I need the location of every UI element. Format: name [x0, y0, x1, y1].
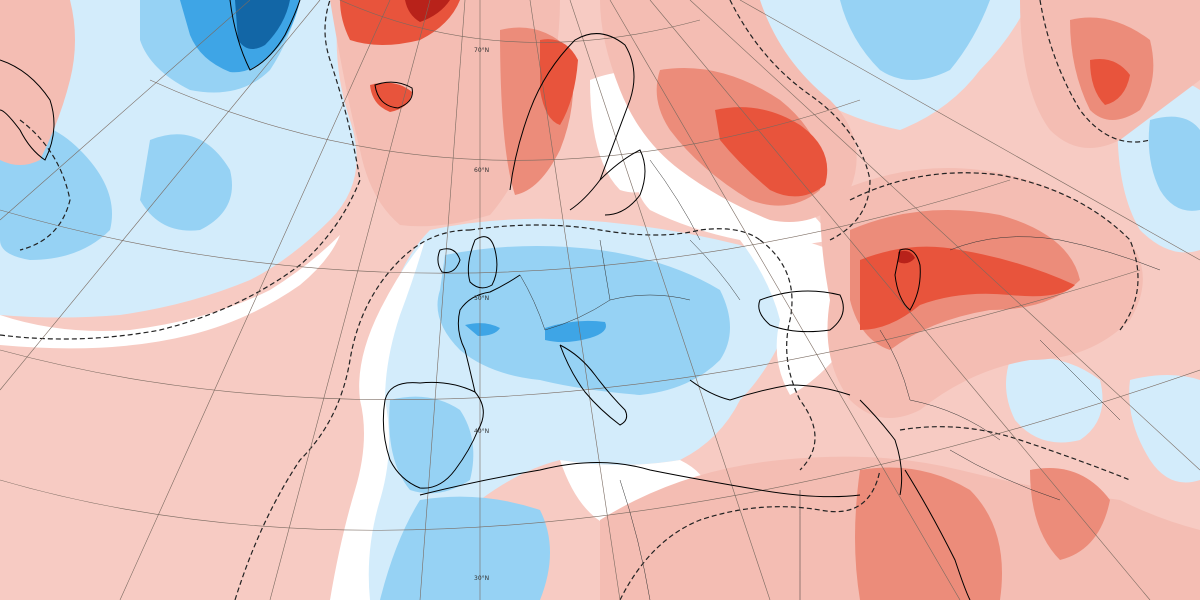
warm-area-arabia-medium — [1030, 468, 1110, 560]
cool-area-atlantic-medium-2 — [140, 134, 232, 231]
coast-iberia — [382, 381, 484, 489]
cool-area-greenland-extreme — [235, 0, 290, 49]
border-germany-poland — [599, 239, 611, 301]
parallel-30n — [0, 369, 1200, 531]
country-borders — [519, 159, 1161, 600]
meridian-e40 — [649, 0, 1151, 600]
contour-north-africa-east — [899, 426, 1131, 481]
meridian-w30 — [119, 0, 391, 600]
border-kazakhstan — [949, 236, 1161, 271]
meridian-e10 — [529, 0, 621, 600]
coast-north-africa — [419, 462, 861, 498]
coast-italy — [559, 344, 628, 426]
coast-black-sea — [758, 290, 844, 333]
border-central-europe — [544, 294, 691, 331]
border-russia-west — [649, 159, 701, 241]
warm-area-iceland-south — [370, 82, 412, 112]
cool-area-northeast-medium — [840, 0, 990, 80]
meridian-w20 — [269, 0, 431, 600]
contour-northeast — [1039, 0, 1151, 143]
anomaly-contours — [0, 0, 1151, 600]
warm-area-caspian-extreme — [898, 250, 915, 264]
lat-label-40n: 40°N — [474, 428, 489, 435]
cool-area-alps-strong — [545, 320, 606, 343]
contour-balkan — [759, 239, 816, 471]
meridian-w10 — [419, 0, 466, 600]
parallel-70n — [339, 0, 701, 43]
neutral-band-iberia-west — [330, 240, 425, 600]
coast-france — [457, 274, 521, 393]
border-france-germany — [519, 274, 546, 331]
lat-label-50n: 50°N — [474, 295, 489, 302]
coast-labrador — [0, 59, 55, 161]
coast-baltic — [599, 149, 646, 216]
cool-area-france-strong — [465, 323, 500, 336]
cool-area-far-northeast-medium — [1148, 116, 1200, 211]
lat-label-60n: 60°N — [474, 167, 489, 174]
border-turkey-iran — [879, 329, 911, 401]
cool-area-north-africa-medium — [380, 496, 550, 600]
cool-area-east-edge — [1129, 375, 1200, 483]
contour-iberia — [234, 229, 471, 600]
border-iraq — [909, 399, 1001, 441]
border-ukraine — [689, 239, 741, 301]
warm-area-sahara-medium — [855, 467, 1002, 600]
warm-area-norway-strong — [540, 39, 578, 125]
meridian-w50 — [0, 0, 251, 221]
coast-greece-turkey — [689, 379, 851, 401]
contour-atlantic — [0, 0, 361, 340]
warm-area-russia-strong — [715, 107, 828, 197]
warm-area-arctic-northwest — [0, 0, 75, 165]
contour-europe-north — [469, 224, 761, 241]
meridian-e20 — [569, 0, 771, 600]
warm-area-iceland-extreme — [405, 0, 450, 22]
coast-caspian — [894, 248, 921, 311]
parallel-40n — [0, 269, 1141, 400]
border-algeria — [619, 479, 651, 600]
parallel-50n — [0, 179, 1011, 274]
contour-labrador — [19, 119, 71, 251]
contour-russia — [729, 0, 871, 241]
cool-area-iberia-medium — [389, 396, 474, 494]
contour-africa — [619, 469, 881, 600]
border-saudi — [949, 449, 1061, 501]
cool-area-europe-medium — [437, 246, 730, 395]
cool-area-arabia-light — [1006, 357, 1103, 443]
neutral-band-atlantic-south — [0, 235, 340, 349]
coast-greenland — [229, 0, 301, 71]
meridian-w40 — [0, 0, 321, 391]
meridian-e50 — [689, 0, 1200, 471]
border-iran-east — [1039, 339, 1121, 421]
meridian-e60 — [739, 0, 1200, 261]
coast-great-britain — [467, 236, 498, 289]
coast-levant — [859, 399, 903, 496]
coastlines — [0, 0, 971, 600]
warm-area-caucasus-strong — [860, 246, 1075, 330]
warm-area-northeast-strong — [1090, 59, 1130, 105]
coast-ireland — [437, 248, 461, 273]
meridian-e30 — [609, 0, 961, 600]
coast-red-sea — [904, 469, 971, 600]
lat-label-70n: 70°N — [474, 47, 489, 54]
lat-label-30n: 30°N — [474, 575, 489, 582]
parallel-60n — [149, 79, 861, 161]
coast-iceland — [374, 81, 413, 109]
